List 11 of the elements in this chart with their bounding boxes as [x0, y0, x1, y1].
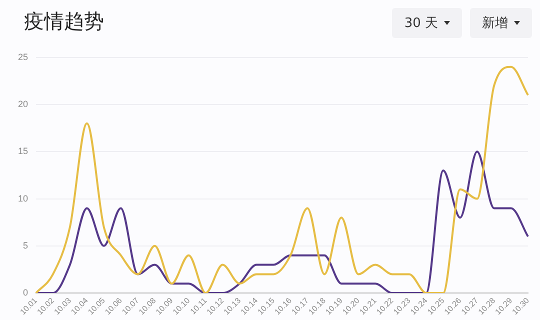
y-tick-label: 0 [22, 288, 28, 298]
y-tick-label: 20 [18, 99, 28, 110]
chart-title: 疫情趋势 [24, 8, 104, 35]
y-tick-label: 10 [18, 193, 28, 204]
line-series [35, 150, 529, 294]
y-tick-label: 5 [22, 240, 28, 250]
text: 新增 [482, 15, 508, 32]
text: 30 天 [404, 15, 438, 32]
y-tick-label: 25 [18, 52, 28, 62]
line-series [35, 66, 529, 294]
y-tick-label: 15 [18, 146, 28, 156]
